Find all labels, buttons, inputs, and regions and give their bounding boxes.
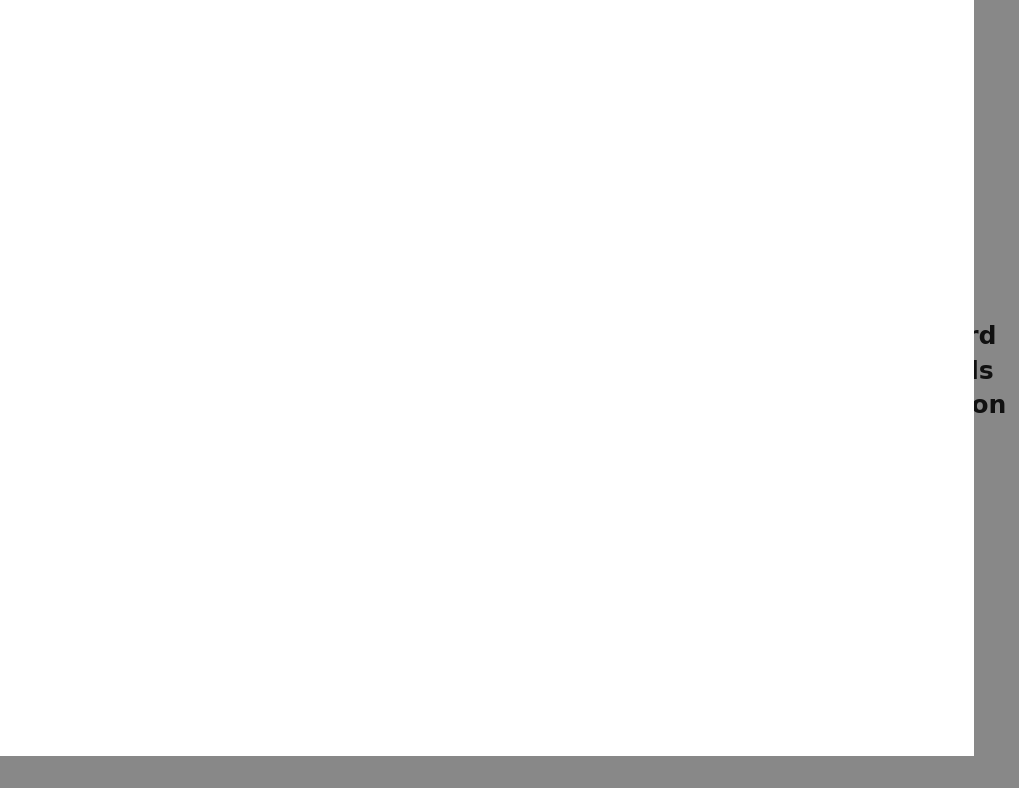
Text: FPGAs - 1: FPGAs - 1: [473, 745, 546, 760]
Text: Programmable sum-of-products arrays (1970s-80s): Programmable sum-of-products arrays (197…: [127, 348, 731, 372]
Text: ►: ►: [66, 199, 83, 219]
Text: EVOLUTION OF IMPLEMENTATION TECHNOLOGIES: EVOLUTION OF IMPLEMENTATION TECHNOLOGIES: [71, 84, 876, 113]
Text: Logic gates (1950s-60s): Logic gates (1950s-60s): [127, 197, 411, 221]
Text: densities high enough to permit entirely new
class of application, e.g., prototy: densities high enough to permit entirely…: [189, 492, 735, 563]
Text: ►: ►: [138, 519, 152, 537]
Text: ►: ►: [138, 300, 152, 318]
Text: PLDs, complex PLDs: PLDs, complex PLDs: [189, 396, 413, 416]
Text: trend toward
higher levels
of integration: trend toward higher levels of integratio…: [810, 325, 1006, 418]
Text: Regular structures for two-level logic (1960s-70s): Regular structures for two-level logic (…: [127, 255, 712, 278]
Text: muxes and decoders, PLAs: muxes and decoders, PLAs: [189, 299, 487, 319]
Text: Programmable gate arrays (1980s-90s): Programmable gate arrays (1980s-90s): [127, 444, 591, 467]
Text: ►: ►: [138, 397, 152, 414]
Text: ►: ►: [66, 256, 83, 277]
Text: ►: ►: [66, 445, 83, 466]
Text: ►: ►: [66, 350, 83, 370]
